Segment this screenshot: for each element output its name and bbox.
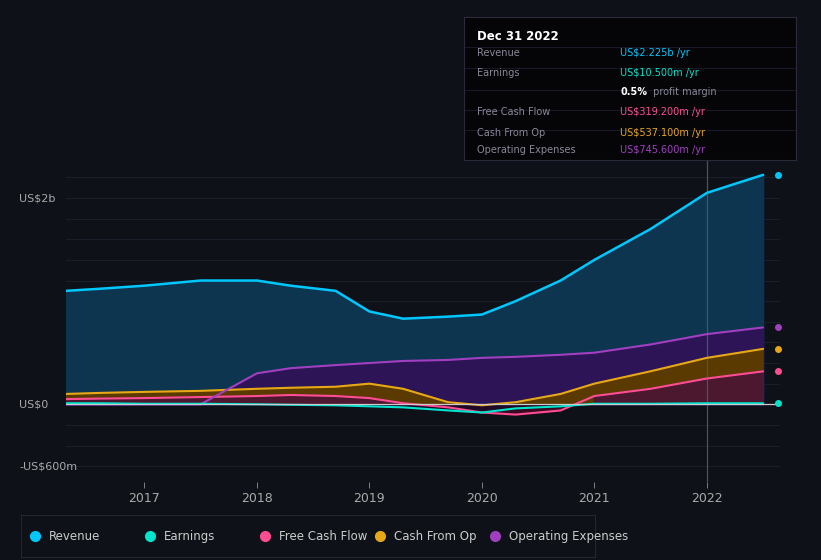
Text: US$319.200m /yr: US$319.200m /yr — [620, 107, 705, 117]
Text: Earnings: Earnings — [164, 530, 216, 543]
Text: US$2b: US$2b — [19, 193, 56, 203]
Text: Free Cash Flow: Free Cash Flow — [477, 107, 550, 117]
Text: Revenue: Revenue — [49, 530, 101, 543]
Text: Dec 31 2022: Dec 31 2022 — [477, 30, 559, 43]
Text: 0.5%: 0.5% — [620, 87, 647, 97]
Text: profit margin: profit margin — [650, 87, 717, 97]
Text: Operating Expenses: Operating Expenses — [477, 145, 576, 155]
Text: Earnings: Earnings — [477, 68, 520, 78]
Text: Cash From Op: Cash From Op — [477, 128, 545, 138]
Text: Cash From Op: Cash From Op — [394, 530, 476, 543]
Text: US$745.600m /yr: US$745.600m /yr — [620, 145, 705, 155]
Text: Free Cash Flow: Free Cash Flow — [279, 530, 368, 543]
Text: US$537.100m /yr: US$537.100m /yr — [620, 128, 705, 138]
Text: Revenue: Revenue — [477, 48, 520, 58]
Text: -US$600m: -US$600m — [19, 461, 77, 471]
Text: Operating Expenses: Operating Expenses — [509, 530, 628, 543]
Text: US$0: US$0 — [19, 399, 48, 409]
Text: US$2.225b /yr: US$2.225b /yr — [620, 48, 690, 58]
Text: US$10.500m /yr: US$10.500m /yr — [620, 68, 699, 78]
